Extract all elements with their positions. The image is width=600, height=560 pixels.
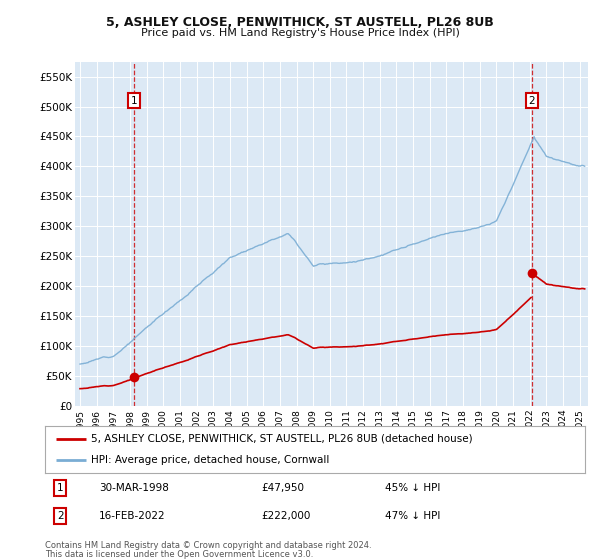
Text: Contains HM Land Registry data © Crown copyright and database right 2024.: Contains HM Land Registry data © Crown c… bbox=[45, 541, 371, 550]
Text: 1: 1 bbox=[131, 96, 137, 105]
Text: 45% ↓ HPI: 45% ↓ HPI bbox=[385, 483, 440, 493]
Text: 5, ASHLEY CLOSE, PENWITHICK, ST AUSTELL, PL26 8UB (detached house): 5, ASHLEY CLOSE, PENWITHICK, ST AUSTELL,… bbox=[91, 434, 473, 444]
Text: 47% ↓ HPI: 47% ↓ HPI bbox=[385, 511, 440, 521]
Text: This data is licensed under the Open Government Licence v3.0.: This data is licensed under the Open Gov… bbox=[45, 550, 313, 559]
Text: £47,950: £47,950 bbox=[261, 483, 304, 493]
Text: £222,000: £222,000 bbox=[261, 511, 310, 521]
Text: 5, ASHLEY CLOSE, PENWITHICK, ST AUSTELL, PL26 8UB: 5, ASHLEY CLOSE, PENWITHICK, ST AUSTELL,… bbox=[106, 16, 494, 29]
Text: Price paid vs. HM Land Registry's House Price Index (HPI): Price paid vs. HM Land Registry's House … bbox=[140, 28, 460, 38]
Text: 1: 1 bbox=[57, 483, 64, 493]
Text: 30-MAR-1998: 30-MAR-1998 bbox=[99, 483, 169, 493]
Text: 2: 2 bbox=[57, 511, 64, 521]
Text: 2: 2 bbox=[529, 96, 535, 105]
Text: 16-FEB-2022: 16-FEB-2022 bbox=[99, 511, 166, 521]
Text: HPI: Average price, detached house, Cornwall: HPI: Average price, detached house, Corn… bbox=[91, 455, 329, 465]
